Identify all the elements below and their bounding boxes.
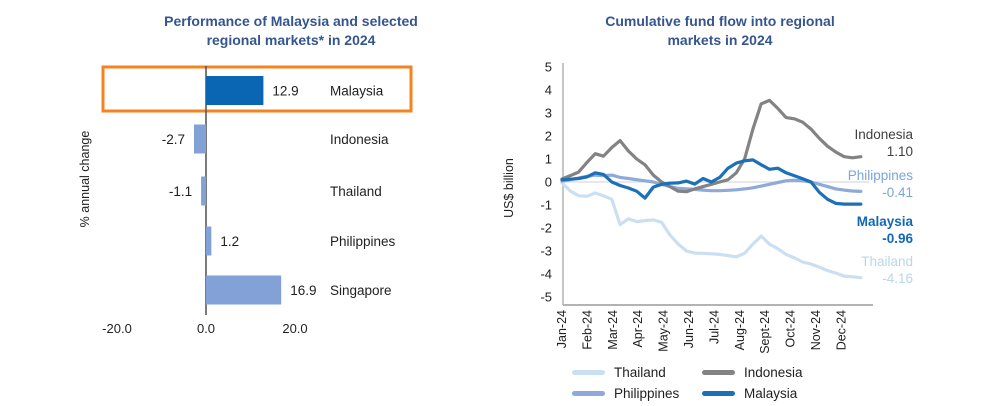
series-end-label-name: Philippines: [847, 168, 913, 183]
line-chart-y-axis-label: US$ billion: [502, 158, 516, 218]
series-line-indonesia: [560, 98, 863, 194]
series-end-label-value: 1.10: [886, 144, 913, 159]
bar-chart: 12.9 Malaysia -2.7 Indonesia -1.1 Thailand 1.2…: [101, 65, 413, 336]
line-x-tick-oct-24: Oct-24: [784, 310, 798, 348]
bar-category-label-singapore: Singapore: [330, 283, 392, 298]
legend-label-thailand: Thailand: [614, 364, 666, 380]
bar-value-label-singapore: 16.9: [290, 283, 316, 298]
line-y-tick-3: 3: [545, 106, 552, 121]
series-end-label-value: -0.41: [882, 185, 913, 200]
legend-swatch-malaysia: [702, 390, 735, 396]
legend-swatch-philippines: [572, 390, 605, 396]
bar-malaysia: [206, 76, 264, 105]
bar-category-label-thailand: Thailand: [330, 184, 382, 199]
bar-chart-title-line2: regional markets* in 2024: [206, 32, 376, 48]
line-chart-title-line1: Cumulative fund flow into regional: [605, 13, 835, 29]
line-x-tick-aug-24: Aug-24: [733, 310, 747, 350]
line-y-tick--4: -4: [540, 267, 552, 282]
legend-item-thailand: Thailand: [572, 362, 702, 382]
bar-category-label-malaysia: Malaysia: [330, 84, 384, 99]
line-y-tick-0: 0: [545, 175, 552, 190]
line-x-tick-sept-24: Sept-24: [758, 310, 772, 354]
series-end-label-philippines: Philippines -0.41: [838, 167, 913, 201]
series-end-label-malaysia: Malaysia -0.96: [838, 213, 913, 247]
series-end-label-value: -0.96: [882, 231, 913, 246]
bar-chart-title-line1: Performance of Malaysia and selected: [164, 13, 418, 29]
bar-x-tick--20.0: -20.0: [102, 321, 132, 336]
legend-label-indonesia: Indonesia: [744, 364, 803, 380]
line-y-tick--3: -3: [540, 244, 552, 259]
bar-x-tick-0.0: 0.0: [197, 321, 215, 336]
series-end-label-value: -4.16: [882, 271, 913, 286]
series-line-thailand: [560, 181, 863, 280]
bar-chart-title: Performance of Malaysia and selected reg…: [106, 12, 476, 50]
series-end-label-name: Indonesia: [854, 127, 913, 142]
legend-item-philippines: Philippines: [572, 383, 702, 403]
series-end-label-name: Thailand: [861, 254, 913, 269]
line-y-tick-4: 4: [545, 83, 552, 98]
bar-value-label-malaysia: 12.9: [272, 84, 298, 99]
series-end-label-name: Malaysia: [856, 214, 913, 229]
line-y-tick-1: 1: [545, 152, 552, 167]
line-chart-title-line2: markets in 2024: [667, 32, 773, 48]
line-x-tick-jul-24: Jul-24: [707, 310, 721, 344]
line-x-tick-jun-24: Jun-24: [682, 310, 696, 348]
legend-label-philippines: Philippines: [614, 385, 680, 401]
line-chart-title: Cumulative fund flow into regional marke…: [545, 12, 895, 50]
line-x-tick-may-24: May-24: [657, 310, 671, 352]
line-y-tick-2: 2: [545, 129, 552, 144]
line-x-tick-jan-24: Jan-24: [555, 310, 569, 348]
bar-category-label-indonesia: Indonesia: [330, 132, 389, 147]
line-chart-legend: Thailand Philippines Indonesia Malaysia: [572, 362, 832, 403]
legend-item-indonesia: Indonesia: [702, 362, 832, 382]
bar-philippines: [206, 226, 212, 256]
line-y-tick-5: 5: [545, 60, 552, 75]
bar-x-tick-20.0: 20.0: [282, 321, 307, 336]
bar-value-label-philippines: 1.2: [220, 234, 239, 249]
legend-swatch-indonesia: [702, 369, 735, 375]
line-x-tick-nov-24: Nov-24: [809, 310, 823, 350]
series-end-label-thailand: Thailand -4.16: [838, 253, 913, 287]
bar-category-label-philippines: Philippines: [330, 234, 396, 249]
legend-item-malaysia: Malaysia: [702, 383, 832, 403]
line-y-tick--5: -5: [540, 290, 552, 305]
series-line-malaysia: [560, 158, 863, 206]
bar-indonesia: [193, 124, 206, 154]
legend-label-malaysia: Malaysia: [744, 385, 798, 401]
line-x-tick-dec-24: Dec-24: [834, 310, 848, 350]
line-y-tick--1: -1: [540, 198, 552, 213]
line-x-tick-apr-24: Apr-24: [631, 310, 645, 348]
bar-value-label-thailand: -1.1: [169, 184, 192, 199]
line-y-tick--2: -2: [540, 221, 552, 236]
bar-thailand: [201, 176, 206, 206]
bar-value-label-indonesia: -2.7: [162, 132, 185, 147]
line-x-tick-mar-24: Mar-24: [606, 310, 620, 350]
line-x-tick-feb-24: Feb-24: [580, 310, 594, 350]
series-end-label-indonesia: Indonesia 1.10: [838, 126, 913, 160]
bar-singapore: [206, 275, 282, 305]
highlight-box-malaysia: [101, 65, 413, 113]
legend-swatch-thailand: [572, 369, 605, 375]
